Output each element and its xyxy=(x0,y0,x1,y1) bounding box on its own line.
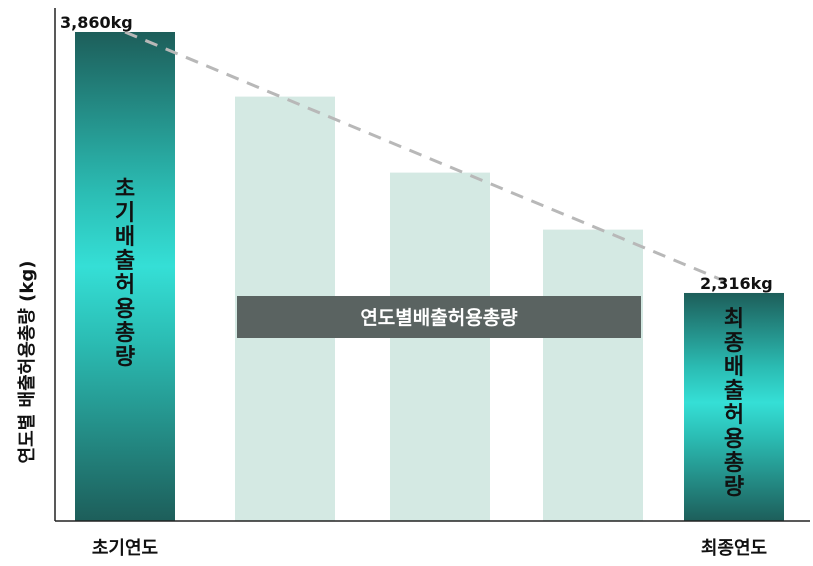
y-axis-label: 연도별 배출허용총량 (kg) xyxy=(17,261,38,464)
data-label-5: 2,316kg xyxy=(700,274,773,293)
x-tick-labels: 초기연도 최종연도 xyxy=(92,538,767,559)
bar-3 xyxy=(390,172,490,521)
bar-4 xyxy=(543,229,643,521)
data-label-1: 3,860kg xyxy=(60,13,133,32)
bar-1 xyxy=(75,32,175,521)
band-rect xyxy=(237,296,641,338)
band-group: 연도별배출허용총량 xyxy=(237,296,641,338)
axes-group xyxy=(54,8,810,522)
bars-group: 초 기 배 출 허 용 총 량최 종 배 출 허 용 총 량 xyxy=(75,32,784,521)
x-tick-label-1: 초기연도 xyxy=(92,538,158,559)
band-label: 연도별배출허용총량 xyxy=(360,307,518,329)
bar-5 xyxy=(684,292,784,521)
x-tick-label-5: 최종연도 xyxy=(701,538,767,559)
data-labels-group: 3,860kg 2,316kg xyxy=(60,13,773,293)
